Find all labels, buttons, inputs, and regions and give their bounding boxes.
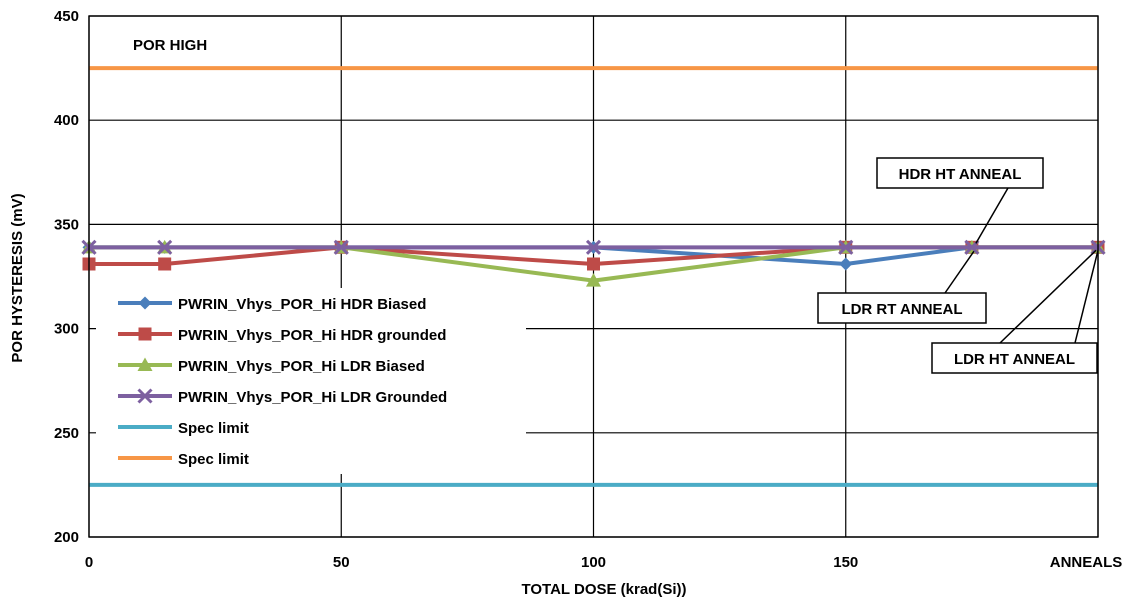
axes: 200 250 300 350 400 450 0 50 100 150 ANNEALS [54,8,1122,571]
annotation-por-high: POR HIGH [133,37,207,54]
annotation-label: HDR HT ANNEAL [899,166,1022,183]
y-tick-label: 350 [54,216,79,233]
y-tick-label: 400 [54,112,79,129]
legend-label: PWRIN_Vhys_POR_Hi LDR Biased [178,358,425,375]
annotation-box: LDR HT ANNEAL [931,342,1098,374]
marker-diamond [839,257,853,271]
plot-frame [88,15,1099,538]
legend-label: Spec limit [178,420,249,437]
annotation-frame [931,342,1098,374]
legend-label: Spec limit [178,451,249,468]
y-tick-label: 450 [54,8,79,25]
x-tick-label: ANNEALS [1050,554,1123,571]
x-tick-label: 150 [833,554,858,571]
annotation-leader [944,250,975,294]
legend-item: PWRIN_Vhys_POR_Hi LDR Grounded [118,388,447,406]
y-axis-title: POR HYSTERESIS (mV) [9,193,26,362]
annotations: POR HIGH HDR HT ANNEAL LDR RT ANNEAL LDR HT… [133,37,1099,374]
annotation-frame [817,292,987,324]
legend: PWRIN_Vhys_POR_Hi HDR Biased PWRIN_Vhys_P… [96,288,526,474]
x-tick-label: 50 [333,554,350,571]
legend-item: PWRIN_Vhys_POR_Hi LDR Biased [118,357,425,375]
annotation-label: LDR HT ANNEAL [954,351,1075,368]
x-tick-label: 0 [85,554,93,571]
legend-item: PWRIN_Vhys_POR_Hi HDR Biased [118,296,426,313]
annotation-label: LDR RT ANNEAL [841,301,962,318]
marker-x [137,388,153,404]
legend-label: PWRIN_Vhys_POR_Hi HDR grounded [178,327,446,344]
legend-item: Spec limit [118,420,249,437]
marker-triangle [137,357,153,371]
x-tick-label: 100 [581,554,606,571]
marker-triangle [586,273,601,287]
annotation-frame [876,157,1044,189]
marker-x [333,239,349,255]
x-axis-title: TOTAL DOSE (krad(Si)) [521,581,686,598]
y-tick-label: 250 [54,425,79,442]
annotation-leader [999,249,1097,344]
annotation-box: HDR HT ANNEAL [876,157,1044,189]
legend-label: PWRIN_Vhys_POR_Hi LDR Grounded [178,389,447,406]
annotation-box: LDR RT ANNEAL [817,292,987,324]
annotation-leader [1074,250,1099,344]
marker-x [157,239,173,255]
annotation-leader [975,187,1009,244]
legend-item: PWRIN_Vhys_POR_Hi HDR grounded [118,327,446,344]
marker-square [587,257,600,271]
marker-square [158,257,172,271]
series [81,239,1106,287]
marker-diamond [138,296,152,310]
legend-item: Spec limit [118,451,249,468]
marker-square [138,327,152,341]
y-tick-label: 300 [54,321,79,338]
y-tick-label: 200 [54,529,79,546]
spec-limit-lines [89,66,1098,487]
marker-x [838,239,854,255]
legend-label: PWRIN_Vhys_POR_Hi HDR Biased [178,296,426,313]
legend-box [96,288,526,474]
marker-x [585,239,602,255]
